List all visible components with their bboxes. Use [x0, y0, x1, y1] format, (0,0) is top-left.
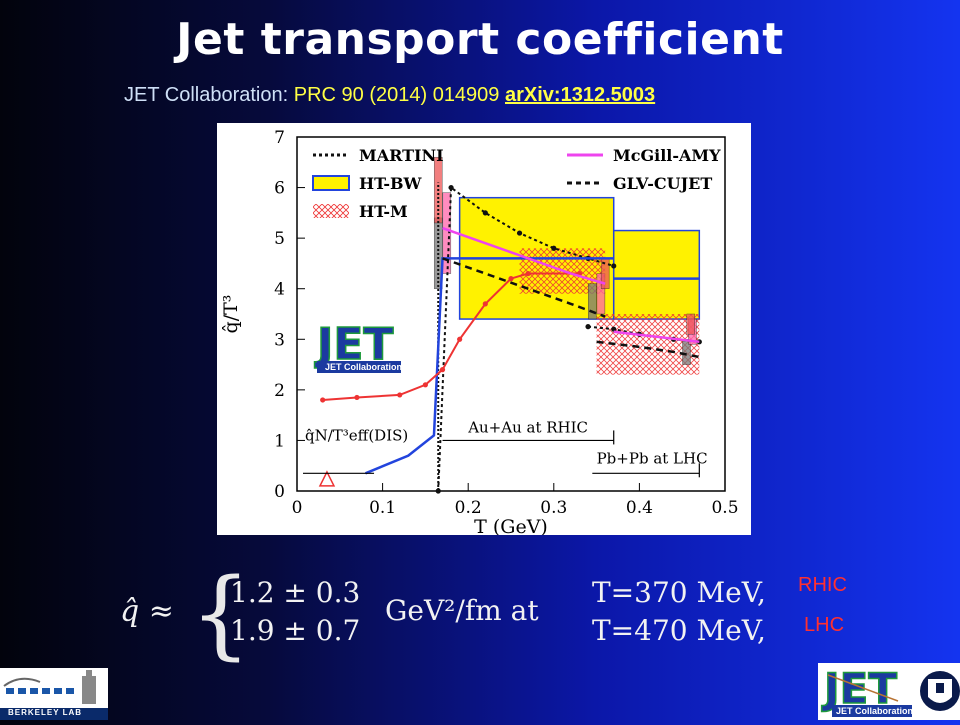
inset-logo-bar [317, 361, 401, 373]
reference-arxiv-link[interactable]: arXiv:1312.5003 [505, 84, 656, 106]
series-mcgill-amy-5 [442, 226, 606, 285]
formula-t1: T=370 MeV, [592, 576, 766, 609]
x-tick-label-0: 0 [292, 498, 303, 518]
reference-line: JET Collaboration: PRC 90 (2014) 014909 … [124, 84, 655, 107]
jet-logo-label: JET Collaboration [836, 706, 914, 716]
x-tick-label-4: 0.4 [626, 498, 653, 518]
lhc-tag: LHC [804, 614, 845, 636]
y-axis-label: q̂/T³ [220, 295, 242, 334]
point-ht-m-4-4 [439, 367, 446, 373]
legend-label-0: MARTINI [359, 146, 444, 165]
y-tick-label-1: 1 [274, 431, 285, 451]
point-ht-m-4-5 [457, 336, 463, 342]
series-glv-cujet-8 [596, 340, 700, 359]
qhat-chart: 0 0.1 0.2 0.3 0.4 0.5 0 1 2 3 4 5 6 7 T (GeV) q̂/T³ MART… [217, 123, 751, 535]
transition-box-4 [596, 273, 606, 315]
y-tick-label-0: 0 [274, 482, 285, 502]
formula-val1: 1.2 ± 0.3 [230, 576, 361, 609]
point-martini-0-0 [435, 488, 441, 494]
series-glv-cujet-7 [442, 257, 606, 318]
chart-svg: 0 0.1 0.2 0.3 0.4 0.5 0 1 2 3 4 5 6 7 T (GeV) q̂/T³ MART… [220, 128, 739, 535]
jet-collaboration-logo: JET JET Collaboration [818, 663, 960, 720]
x-tick-label-5: 0.5 [711, 498, 738, 518]
berkeley-lab-logo: BERKELEY LAB [0, 668, 108, 720]
point-martini-0-3 [516, 230, 523, 236]
reference-journal: PRC 90 (2014) 014909 [293, 84, 500, 106]
transition-box-8 [686, 313, 696, 335]
y-tick-label-7: 7 [274, 128, 285, 148]
reference-collab: JET Collaboration: [124, 84, 289, 106]
y-tick-label-3: 3 [274, 330, 285, 350]
legend-label-3: McGill-AMY [613, 146, 721, 165]
x-tick-label-1: 0.1 [369, 498, 396, 518]
point-martini-1-0 [585, 324, 591, 330]
x-tick-label-3: 0.3 [540, 498, 567, 518]
y-tick-label-5: 5 [274, 229, 285, 249]
jet-logo-icon: JET [820, 663, 960, 717]
point-martini-0-2 [482, 210, 488, 216]
berkeley-lab-icon [0, 670, 108, 720]
point-ht-m-4-6 [482, 301, 488, 307]
legend-swatch-1 [312, 175, 350, 191]
point-ht-m-4-1 [354, 394, 360, 401]
annotation-lhc: Pb+Pb at LHC [597, 449, 708, 467]
point-martini-0-6 [611, 263, 617, 269]
formula-val2: 1.9 ± 0.7 [230, 614, 361, 647]
series-mcgill-amy-6 [613, 330, 700, 344]
y-tick-label-2: 2 [274, 381, 285, 401]
band-htbw-1 [612, 229, 701, 320]
x-axis-label: T (GeV) [474, 516, 548, 535]
annotation-rhic: Au+Au at RHIC [467, 418, 588, 436]
inset-logo-label: JET Collaboration [325, 362, 402, 372]
y-tick-label-4: 4 [274, 280, 285, 300]
point-ht-m-4-3 [422, 382, 428, 388]
transition-box-3 [588, 283, 597, 320]
legend-label-2: HT-M [359, 202, 408, 221]
series-ht-bw-2 [365, 257, 614, 475]
berkeley-lab-label: BERKELEY LAB [8, 708, 83, 717]
y-tick-label-6: 6 [274, 179, 285, 199]
formula-unit: GeV²/fm at [385, 594, 539, 627]
plot-frame [296, 136, 726, 492]
legend-swatch-2 [313, 204, 349, 218]
dis-marker-triangle [318, 470, 336, 487]
annotation-dis: q̂N/T³eff(DIS) [305, 426, 408, 444]
point-ht-m-4-0 [320, 397, 326, 403]
series-ht-m-4 [322, 272, 580, 401]
formula-brace: { [190, 558, 252, 670]
point-martini-0-4 [551, 245, 557, 251]
point-martini-0-1 [448, 184, 454, 191]
point-ht-m-4-8 [525, 270, 531, 277]
x-tick-label-2: 0.2 [455, 498, 482, 518]
point-martini-1-1 [611, 326, 617, 332]
formula-lhs: q̂ ≈ [120, 594, 174, 629]
point-ht-m-4-7 [508, 276, 514, 282]
formula-t2: T=470 MeV, [592, 614, 766, 647]
legend-label-1: HT-BW [359, 174, 423, 193]
point-ht-m-4-2 [397, 392, 403, 398]
legend-label-4: GLV-CUJET [613, 174, 712, 193]
page-title: Jet transport coefficient [176, 14, 784, 65]
rhic-tag: RHIC [798, 574, 847, 596]
